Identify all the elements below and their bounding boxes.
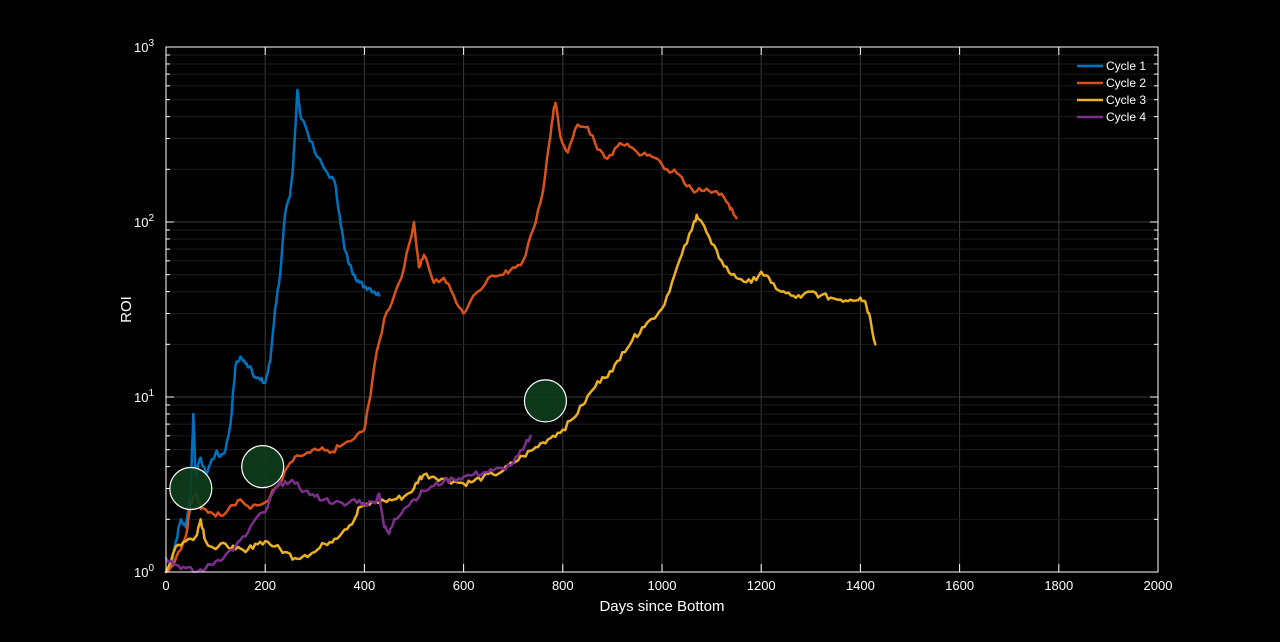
highlight-marker (241, 445, 285, 489)
legend-label: Cycle 1 (1106, 59, 1146, 73)
series-line-4 (164, 434, 532, 574)
x-axis-title: Days since Bottom (599, 598, 724, 615)
y-tick-label: 100 (134, 563, 154, 580)
x-tick-label: 200 (254, 578, 276, 593)
y-tick-base: 10 (134, 565, 148, 580)
y-tick-base: 10 (134, 390, 148, 405)
legend-label: Cycle 2 (1106, 76, 1146, 90)
highlight-marker (169, 466, 213, 511)
x-tick-label: 0 (162, 578, 169, 593)
legend-label: Cycle 4 (1106, 110, 1146, 124)
y-tick-exponent: 3 (148, 38, 154, 49)
series-line-3 (164, 213, 877, 574)
x-tick-label: 600 (453, 578, 475, 593)
x-tick-label: 400 (354, 578, 376, 593)
y-tick-label: 103 (134, 38, 154, 55)
y-tick-base: 10 (134, 40, 148, 55)
highlight-marker (523, 379, 568, 423)
x-tick-label: 2000 (1144, 578, 1173, 593)
legend: Cycle 1 Cycle 2 Cycle 3 Cycle 4 (1077, 59, 1146, 124)
x-tick-label: 800 (552, 578, 574, 593)
y-tick-exponent: 2 (148, 213, 154, 224)
x-tick-label: 1000 (648, 578, 677, 593)
x-tick-label: 1600 (945, 578, 974, 593)
axis-ticks: 0 200 400 600 800 1000 1200 1400 1600 1800 2000100… (134, 38, 1172, 593)
y-tick-label: 102 (134, 213, 154, 230)
y-tick-exponent: 1 (148, 388, 154, 399)
y-tick-label: 101 (134, 388, 154, 405)
highlight-markers (169, 379, 568, 511)
y-axis-title: ROI (118, 296, 135, 323)
x-tick-label: 1400 (846, 578, 875, 593)
y-tick-base: 10 (134, 215, 148, 230)
x-tick-label: 1800 (1044, 578, 1073, 593)
legend-label: Cycle 3 (1106, 93, 1146, 107)
series-line-2 (164, 101, 738, 574)
x-tick-label: 1200 (747, 578, 776, 593)
y-tick-exponent: 0 (148, 563, 154, 574)
